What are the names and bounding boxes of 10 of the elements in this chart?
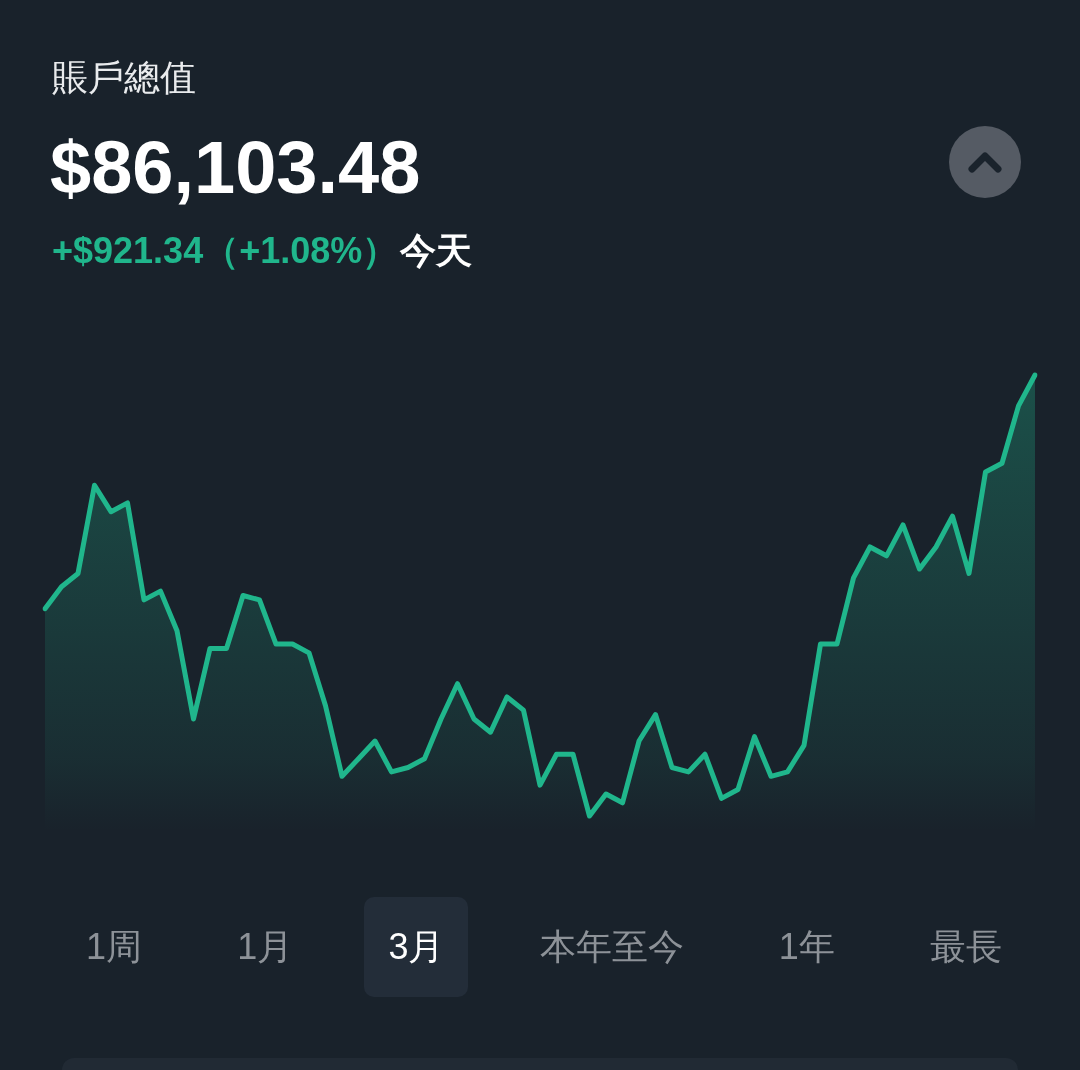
text: 1年 — [778, 924, 835, 969]
text: 1月 — [237, 924, 294, 969]
text: 本年至今 — [539, 924, 684, 969]
text: +$921.34（+1.08%） — [52, 230, 399, 271]
chart-subtitle: $86,103.48 — [50, 125, 421, 211]
text: 最長 — [929, 924, 1002, 969]
chart-title: 賬戶總值 — [52, 56, 196, 100]
text: 今天 — [400, 230, 473, 271]
text: 3月 — [388, 924, 445, 969]
text: 1周 — [86, 924, 143, 969]
